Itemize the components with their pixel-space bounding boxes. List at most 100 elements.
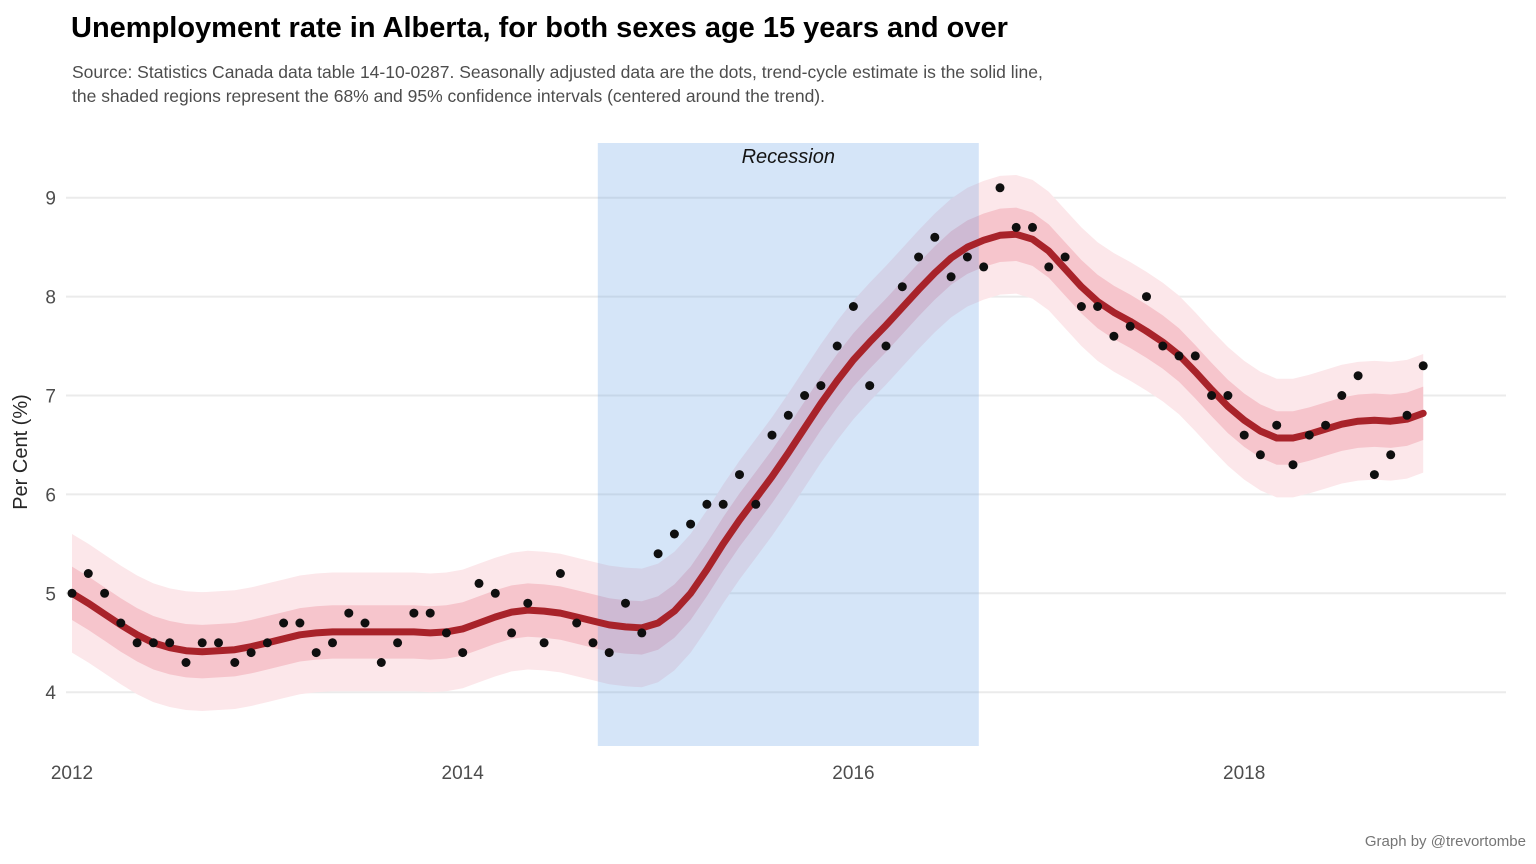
data-dot: [686, 519, 696, 529]
data-dot: [1353, 371, 1363, 381]
data-dot: [376, 658, 386, 667]
data-dot: [848, 302, 858, 311]
chart-title: Unemployment rate in Alberta, for both s…: [71, 12, 1008, 44]
recession-label: Recession: [742, 146, 835, 168]
data-dot: [1223, 391, 1233, 400]
data-dot: [1386, 450, 1396, 460]
data-dot: [637, 628, 647, 638]
data-dot: [230, 658, 240, 667]
data-dot: [1272, 420, 1282, 430]
data-dot: [474, 578, 484, 588]
y-tick-label-9: 9: [45, 189, 56, 210]
data-dot: [1190, 351, 1200, 361]
data-dot: [1402, 410, 1412, 420]
data-dot: [653, 549, 663, 559]
data-dot: [1304, 430, 1314, 440]
data-dot: [1028, 222, 1037, 232]
data-dot: [767, 430, 777, 440]
recession-band: [597, 143, 979, 746]
data-dot: [1288, 460, 1298, 470]
data-dot: [816, 381, 826, 391]
data-dot: [425, 608, 435, 618]
data-dot: [1255, 450, 1265, 460]
data-dot: [328, 638, 337, 648]
data-dot: [1142, 292, 1151, 302]
data-dot: [100, 588, 110, 598]
y-axis-label: Per Cent (%): [10, 394, 32, 510]
data-dot: [1418, 361, 1428, 371]
data-dot: [1060, 252, 1070, 262]
data-dot: [490, 588, 500, 598]
chart-caption: Graph by @trevortombe: [1364, 833, 1526, 850]
chart-subtitle-line1: Source: Statistics Canada data table 14-…: [72, 62, 1043, 82]
data-dot: [572, 618, 582, 628]
data-dot: [523, 598, 533, 608]
x-tick-label-2016: 2016: [832, 763, 874, 784]
data-dot: [262, 638, 272, 648]
data-dot: [83, 569, 93, 578]
y-tick-label-8: 8: [45, 288, 56, 309]
data-dot: [718, 499, 728, 509]
data-dot: [1109, 331, 1119, 341]
data-dot: [165, 638, 175, 648]
data-dot: [1044, 262, 1054, 272]
y-tick-label-7: 7: [45, 387, 56, 408]
data-dot: [67, 588, 77, 598]
data-dot: [930, 232, 940, 242]
data-dot: [604, 648, 614, 658]
data-dot: [555, 569, 565, 578]
data-dot: [132, 638, 142, 648]
data-dot: [311, 648, 321, 658]
data-dot: [995, 183, 1005, 193]
data-dot: [295, 618, 305, 628]
data-dot: [1011, 222, 1021, 232]
data-dot: [881, 341, 891, 351]
x-tick-label-2014: 2014: [442, 763, 485, 784]
x-tick-label-2012: 2012: [51, 763, 93, 784]
data-dot: [751, 499, 761, 509]
data-dot: [393, 638, 403, 648]
data-dot: [539, 638, 549, 648]
data-dot: [800, 391, 810, 400]
data-dot: [458, 648, 468, 658]
data-dot: [1321, 420, 1331, 430]
data-dot: [1239, 430, 1249, 440]
data-dot: [246, 648, 256, 658]
data-dot: [214, 638, 223, 648]
data-dot: [148, 638, 158, 648]
chart-subtitle: Source: Statistics Canada data table 14-…: [72, 61, 1043, 108]
data-dot: [962, 252, 972, 262]
data-dot: [181, 658, 191, 667]
chart-subtitle-line2: the shaded regions represent the 68% and…: [72, 85, 825, 106]
data-dot: [832, 341, 842, 351]
data-dot: [409, 608, 419, 618]
data-dot: [588, 638, 598, 648]
data-dot: [735, 470, 744, 480]
data-dot: [279, 618, 289, 628]
data-dot: [1125, 321, 1135, 331]
data-dot: [1337, 391, 1347, 400]
data-dot: [344, 608, 354, 618]
data-dot: [669, 529, 679, 539]
data-dot: [621, 598, 630, 608]
data-dot: [979, 262, 989, 272]
data-dot: [702, 499, 712, 509]
data-dot: [1174, 351, 1184, 361]
data-dot: [946, 272, 956, 282]
x-tick-label-2018: 2018: [1223, 763, 1265, 784]
data-dot: [507, 628, 517, 638]
data-dot: [914, 252, 924, 262]
ci68-band: [72, 207, 1424, 679]
data-dot: [1207, 391, 1217, 400]
data-dot: [116, 618, 126, 628]
data-dot: [783, 410, 793, 420]
data-dot: [1076, 302, 1086, 311]
y-tick-label-4: 4: [45, 683, 56, 704]
data-dot: [897, 282, 907, 292]
data-dot: [1158, 341, 1168, 351]
data-dot: [1093, 302, 1103, 311]
data-dot: [197, 638, 207, 648]
data-dot: [441, 628, 451, 638]
